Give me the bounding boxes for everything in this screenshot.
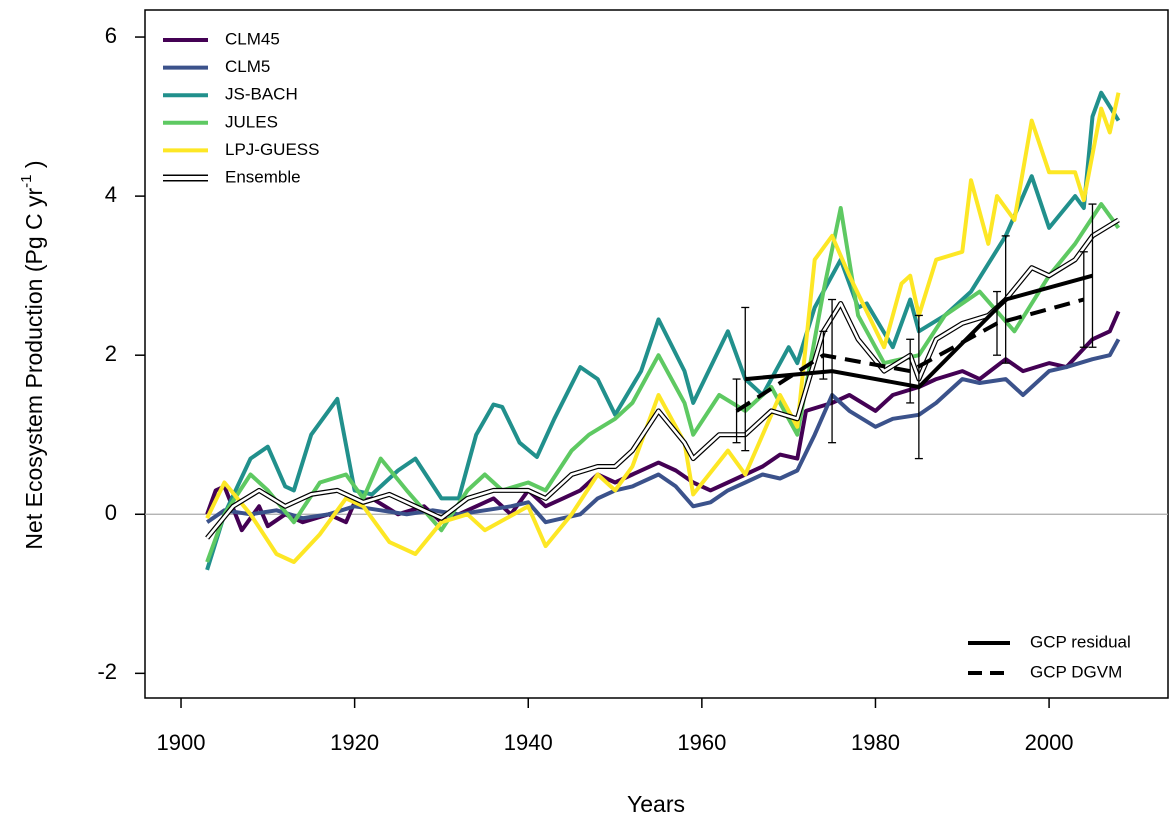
y-title-text: Net Ecosystem Production (Pg C yr [21, 187, 47, 549]
x-tick-label: 1940 [504, 730, 553, 755]
legend-label: JULES [225, 112, 278, 131]
legend-label: Ensemble [225, 167, 301, 186]
y-tick-label: 6 [105, 23, 117, 48]
y-tick-label: 0 [105, 500, 117, 525]
series-line [205, 310, 1121, 533]
y-tick-label: 4 [105, 182, 117, 207]
x-tick-label: 1920 [330, 730, 379, 755]
plot-frame [144, 9, 1169, 699]
x-tick-label: 1960 [677, 730, 726, 755]
legend-label: JS-BACH [225, 85, 298, 104]
legend-label: LPJ-GUESS [225, 140, 319, 159]
x-tick-label: 1980 [851, 730, 900, 755]
y-title-close: ) [21, 160, 47, 174]
series-line [205, 202, 1121, 563]
series-line [206, 218, 1120, 539]
series-line [205, 92, 1121, 564]
legend-label: GCP residual [1030, 632, 1131, 651]
y-title-sup: -1 [18, 174, 35, 187]
x-axis-title: Years [627, 791, 685, 817]
x-tick-label: 1900 [157, 730, 206, 755]
series-line [205, 338, 1121, 525]
x-tick-label: 2000 [1025, 730, 1074, 755]
legend-label: CLM45 [225, 29, 280, 48]
legend-label: CLM5 [225, 57, 270, 76]
y-tick-label: 2 [105, 341, 117, 366]
series-line [205, 90, 1121, 571]
legend-label: GCP DGVM [1030, 662, 1122, 681]
y-axis-title: Net Ecosystem Production (Pg C yr-1 ) [18, 160, 47, 549]
y-tick-label: -2 [97, 659, 117, 684]
